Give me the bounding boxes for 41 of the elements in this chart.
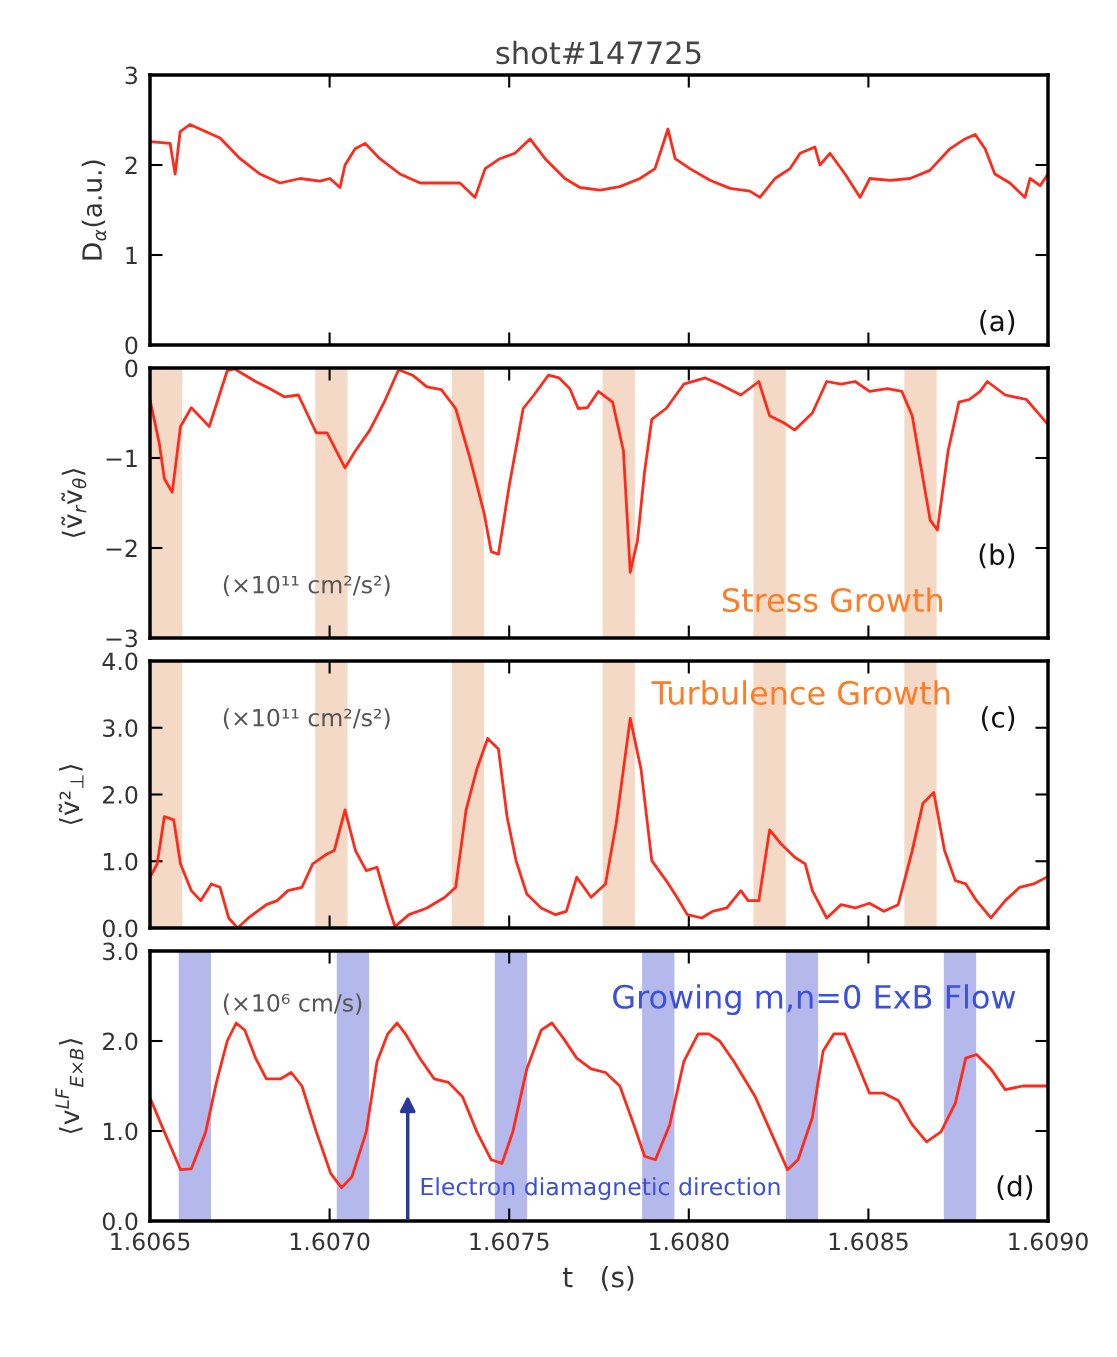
y-tick-label: 3.0 — [103, 719, 138, 738]
line-series — [150, 123, 1048, 199]
y-tick-label: 4.0 — [102, 652, 138, 671]
y-tick-label: 2.0 — [103, 1032, 138, 1051]
y-tick-label: 2.0 — [103, 785, 138, 804]
y-tick-label: 3 — [125, 66, 137, 85]
annotation: (c) — [982, 706, 1015, 732]
x-tick-label: 1.6085 — [829, 1232, 908, 1251]
x-tick-label: 1.6075 — [470, 1232, 549, 1251]
y-axis-title: D$_{α}$(a.u.) — [81, 160, 107, 260]
y-axis-title: ⟨ṽ$_{r}$ṽ$_{θ}$⟩ — [61, 469, 87, 538]
x-tick-label: 1.6080 — [650, 1232, 729, 1251]
x-tick-label: 1.6065 — [111, 1232, 190, 1251]
y-tick-label: 0.0 — [102, 1212, 138, 1231]
annotation: (b) — [979, 543, 1015, 569]
x-tick-label: 1.6070 — [290, 1232, 370, 1251]
y-axis-title: ⟨ṽ²$_{⊥}$⟩ — [58, 764, 84, 825]
y-tick-label: 1 — [126, 246, 137, 264]
y-tick-label: −3 — [106, 629, 137, 648]
y-tick-label: 3.0 — [103, 942, 138, 961]
annotation: Stress Growth — [722, 587, 943, 613]
y-tick-label: 2 — [125, 156, 137, 174]
annotation: (×10¹¹ cm²/s²) — [223, 575, 390, 597]
annotation: Growing m,n=0 ExB Flow — [613, 984, 1016, 1016]
annotation: Electron diamagnetic direction — [421, 1177, 780, 1201]
x-tick-label: 1.6090 — [1009, 1232, 1088, 1251]
annotation: (×10¹¹ cm²/s²) — [223, 708, 390, 730]
y-tick-label: 0 — [125, 336, 138, 355]
annotation: Turbulence Growth — [651, 680, 950, 705]
y-axis-title: ⟨v$^{LF}$$_{E×B}$⟩ — [55, 1038, 84, 1134]
y-tick-label: 0.0 — [102, 919, 138, 938]
y-tick-label: 1.0 — [103, 1122, 138, 1141]
annotation: (d) — [997, 1175, 1033, 1200]
y-tick-label: −1 — [106, 449, 137, 467]
x-axis-title: t (s) — [562, 1266, 634, 1291]
chart-title: shot#147725 — [496, 40, 701, 65]
annotation: (a) — [980, 309, 1015, 335]
y-tick-label: 1.0 — [103, 852, 138, 871]
y-tick-label: −2 — [106, 539, 137, 557]
annotation: (×10⁶ cm/s) — [223, 993, 362, 1015]
y-tick-label: 0 — [125, 359, 138, 378]
